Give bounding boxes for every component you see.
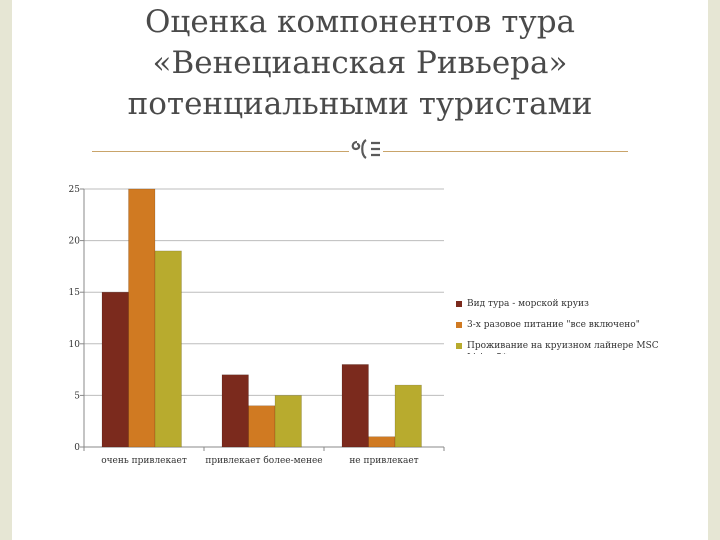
slide-background — [12, 0, 708, 540]
legend-item-series-1: Вид тура - морской круиз — [456, 298, 666, 319]
bar — [154, 250, 182, 448]
y-tick-label: 5 — [74, 391, 80, 401]
title-rule-right — [383, 151, 628, 152]
y-tick-label: 10 — [69, 340, 81, 350]
title-line-2: «Венецианская Ривьера» — [152, 45, 568, 81]
title-rule-left — [92, 151, 349, 152]
legend-swatch-series-2 — [456, 322, 462, 328]
bar — [341, 364, 369, 448]
legend-label-series-2: 3-х разовое питание "все включено" — [467, 320, 640, 330]
legend-label-series-3: Проживание на круизном лайнере MSC Liric… — [467, 341, 659, 354]
title-line-3: потенциальными туристами — [127, 86, 593, 122]
bar — [248, 405, 276, 448]
bar — [394, 384, 422, 448]
bar — [128, 188, 156, 448]
slide-title: Оценка компонентов тура «Венецианская Ри… — [0, 2, 720, 125]
title-line-1: Оценка компонентов тура — [144, 4, 576, 40]
y-tick-label: 15 — [69, 288, 81, 298]
legend-swatch-series-1 — [456, 301, 462, 307]
y-tick-label: 25 — [69, 185, 81, 195]
x-tick-label: очень привлекает — [101, 456, 187, 466]
legend-item-series-3: Проживание на круизном лайнере MSC Liric… — [456, 340, 666, 354]
legend-swatch-series-3 — [456, 343, 462, 349]
bar — [221, 374, 249, 448]
ornament-icon — [351, 139, 380, 159]
chart-legend: Вид тура - морской круиз 3-х разовое пит… — [456, 298, 666, 354]
legend-label-series-1: Вид тура - морской круиз — [467, 299, 589, 309]
y-tick-label: 20 — [69, 237, 81, 247]
bar — [274, 395, 302, 448]
bar — [101, 291, 129, 448]
legend-item-series-2: 3-х разовое питание "все включено" — [456, 319, 666, 340]
x-tick-label: привлекает более-менее — [205, 455, 322, 466]
x-tick-label: не привлекает — [349, 456, 418, 466]
y-tick-label: 0 — [74, 443, 80, 453]
bar — [368, 436, 396, 448]
